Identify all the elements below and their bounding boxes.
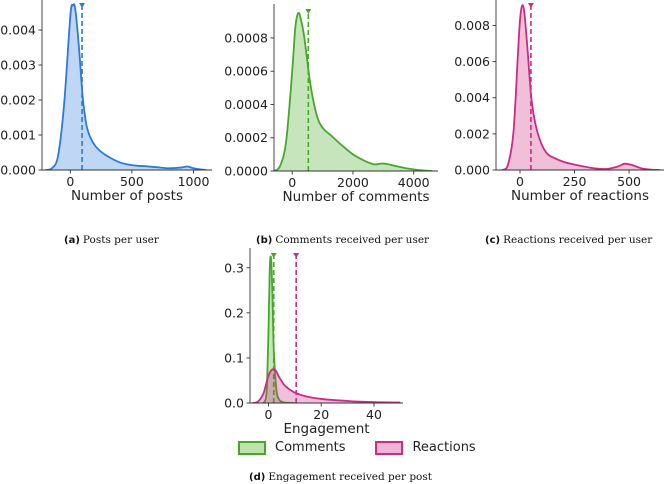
mean-marker-a-0 xyxy=(79,3,86,8)
density-line-a-0 xyxy=(45,3,206,170)
density-area-a-0 xyxy=(45,4,206,170)
x-tick-label-c-0: 0 xyxy=(516,174,524,189)
y-tick-label-b-0: 0.0000 xyxy=(224,164,268,179)
mean-marker-c-0 xyxy=(527,3,534,8)
density-area-c-0 xyxy=(502,5,660,170)
x-tick-label-c-1: 250 xyxy=(563,174,587,189)
chart-d: 0 20 40 0.0 0.1 0.2 0.3 Engagement xyxy=(224,248,403,437)
legend-item-comments: Comments xyxy=(238,440,345,455)
series-a-posts xyxy=(45,3,206,170)
legend-item-reactions: Reactions xyxy=(375,440,476,455)
x-tick-label-d-0: 0 xyxy=(264,407,272,422)
x-tick-label-a-1: 500 xyxy=(120,174,144,189)
density-area-d-0 xyxy=(263,256,295,403)
x-tick-label-d-2: 40 xyxy=(366,407,382,422)
chart-c: 0 250 500 0.000 0.002 0.004 0.006 0.008 Number o… xyxy=(454,0,664,204)
y-tick-label-b-2: 0.0004 xyxy=(224,97,268,112)
legend-label-reactions: Reactions xyxy=(412,440,476,455)
caption-c: (c) Reactions received per user xyxy=(485,234,653,246)
y-tick-label-d-2: 0.2 xyxy=(224,305,244,320)
y-tick-label-d-1: 0.1 xyxy=(224,350,244,365)
density-area-d-1 xyxy=(252,369,401,403)
y-tick-label-b-3: 0.0006 xyxy=(224,64,268,79)
y-tick-label-c-0: 0.000 xyxy=(454,163,490,178)
legend-d: Comments Reactions xyxy=(238,440,506,455)
y-tick-label-d-0: 0.0 xyxy=(224,396,244,411)
legend-swatch-comments xyxy=(238,440,266,455)
density-line-c-0 xyxy=(501,4,660,170)
x-axis-label-c: Number of reactions xyxy=(511,188,649,204)
y-tick-label-a-0: 0.000 xyxy=(0,163,36,178)
y-tick-label-a-4: 0.004 xyxy=(0,23,36,38)
density-area-b-0 xyxy=(274,12,432,171)
series-d-reactions xyxy=(252,368,401,403)
x-axis-label-b: Number of comments xyxy=(283,189,430,205)
y-tick-label-c-3: 0.006 xyxy=(454,54,490,69)
y-tick-label-c-1: 0.002 xyxy=(454,126,490,141)
x-tick-label-d-1: 20 xyxy=(313,407,329,422)
caption-a: (a) Posts per user xyxy=(64,234,159,246)
x-tick-label-a-2: 1000 xyxy=(178,174,210,189)
x-tick-label-a-0: 0 xyxy=(66,174,74,189)
y-tick-label-c-2: 0.004 xyxy=(454,90,490,105)
x-tick-label-b-1: 2000 xyxy=(337,175,369,190)
y-tick-label-b-4: 0.0008 xyxy=(224,30,268,45)
series-b-comments xyxy=(274,11,432,171)
y-tick-label-a-3: 0.003 xyxy=(0,58,36,73)
y-tick-label-a-1: 0.001 xyxy=(0,128,36,143)
y-tick-label-a-2: 0.002 xyxy=(0,93,36,108)
chart-a: 0 500 1000 0.000 0.001 0.002 0.003 0.004 Number … xyxy=(0,0,212,204)
x-axis-label-a: Number of posts xyxy=(71,188,183,204)
chart-b: 0 2000 4000 0.0000 0.0002 0.0004 0.0006 0.0008 N… xyxy=(224,4,438,205)
x-tick-label-b-0: 0 xyxy=(288,175,296,190)
density-line-b-0 xyxy=(274,11,432,171)
caption-b: (b) Comments received per user xyxy=(256,234,430,246)
y-tick-label-b-1: 0.0002 xyxy=(224,130,268,145)
legend-label-comments: Comments xyxy=(275,440,346,455)
series-c-reactions xyxy=(501,4,660,170)
density-line-d-1 xyxy=(252,368,401,403)
x-axis-label-d: Engagement xyxy=(283,421,369,437)
caption-d: (d) Engagement received per post xyxy=(249,471,432,483)
mean-marker-b-0 xyxy=(305,9,312,14)
mean-marker-d-1 xyxy=(293,253,300,258)
mean-marker-d-0 xyxy=(270,253,277,258)
legend-swatch-reactions xyxy=(375,440,404,455)
y-tick-label-d-3: 0.3 xyxy=(224,260,244,275)
y-tick-label-c-4: 0.008 xyxy=(454,18,490,33)
x-tick-label-c-2: 500 xyxy=(617,174,641,189)
x-tick-label-b-2: 4000 xyxy=(398,175,430,190)
